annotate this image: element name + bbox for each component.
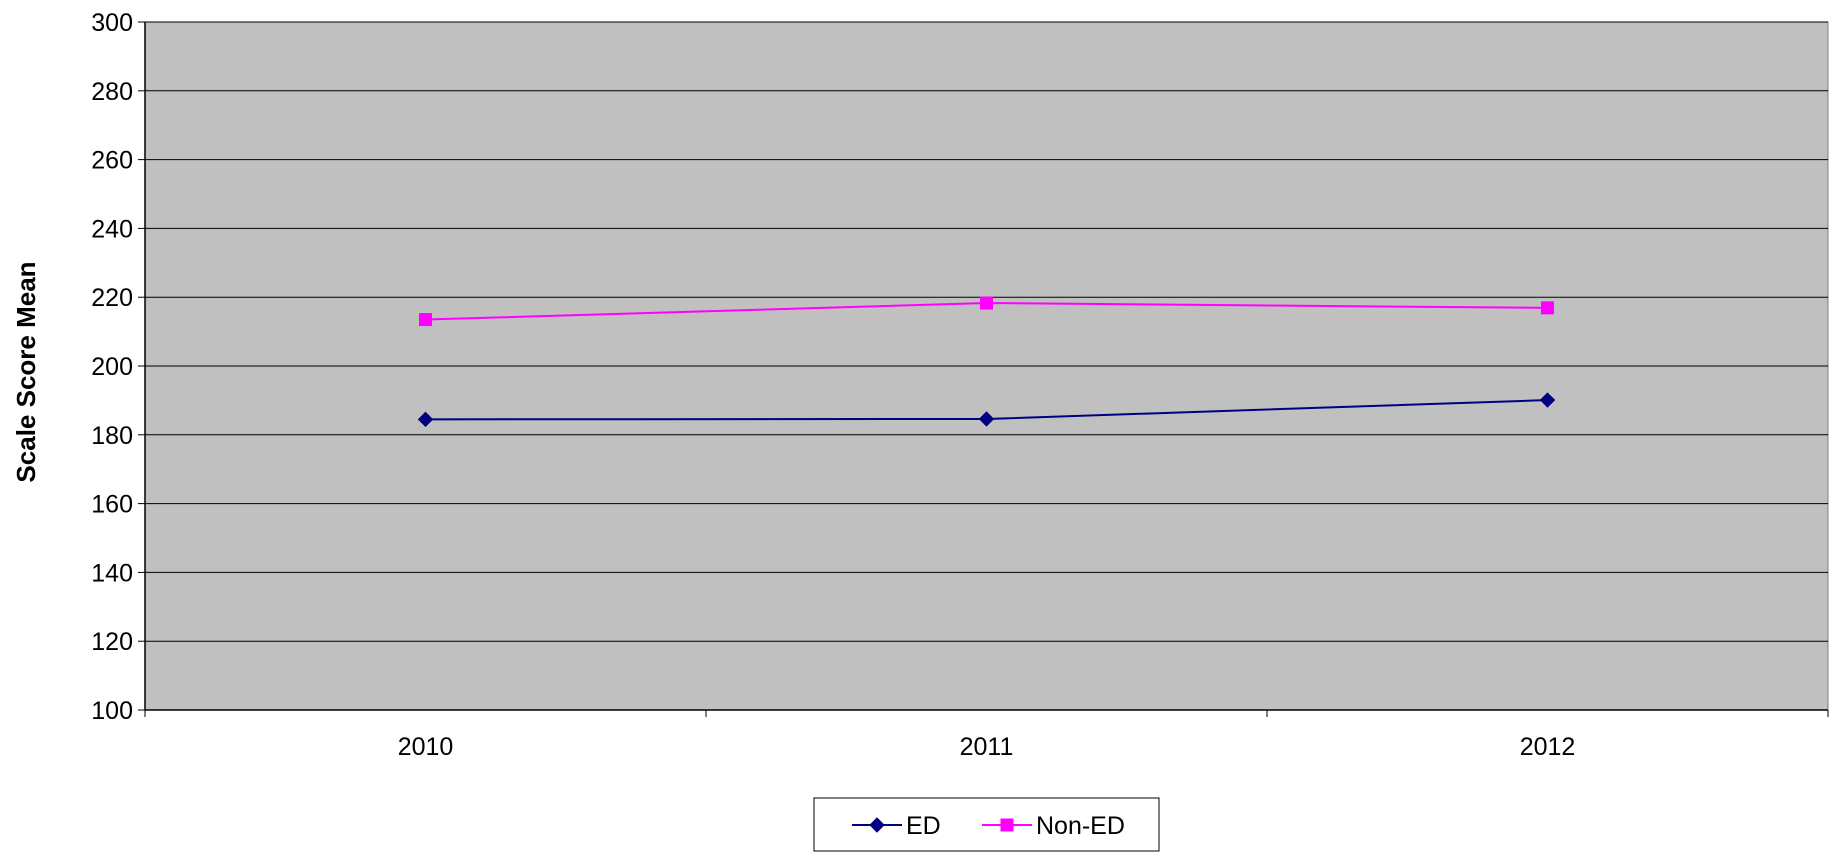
x-tick-label: 2011	[960, 733, 1014, 761]
data-point	[980, 296, 993, 310]
legend-label: ED	[906, 812, 941, 840]
y-axis-title: Scale Score Mean	[11, 261, 41, 482]
y-tick-label: 300	[91, 9, 133, 37]
data-point	[417, 411, 434, 428]
y-tick-label: 280	[91, 78, 133, 106]
y-tick-labels: 100 120 140 160 180 200 220 240 260 280 300	[91, 9, 133, 725]
series-group	[417, 296, 1556, 428]
y-tick-label: 100	[91, 697, 133, 725]
series-non-ed	[419, 296, 1554, 327]
axes	[138, 21, 1829, 717]
y-tick-label: 260	[91, 147, 133, 175]
y-tick-label: 240	[91, 215, 133, 243]
y-tick-label: 160	[91, 491, 133, 519]
y-tick-label: 140	[91, 559, 133, 587]
x-tick-label: 2012	[1520, 733, 1576, 761]
legend-marker	[1000, 818, 1014, 832]
y-tick-label: 200	[91, 353, 133, 381]
data-point	[978, 411, 995, 427]
legend: ED Non-ED	[813, 797, 1160, 852]
data-point	[419, 313, 432, 327]
legend-marker	[869, 817, 885, 833]
x-tick-labels: 2010 2011 2012	[398, 733, 1576, 761]
data-point	[1541, 301, 1554, 315]
x-tick-label: 2010	[398, 733, 454, 761]
y-tick-label: 180	[91, 422, 133, 450]
data-point	[1539, 392, 1556, 408]
gridlines	[145, 21, 1828, 642]
legend-label: Non-ED	[1036, 812, 1125, 840]
series-ed	[417, 392, 1556, 428]
y-tick-label: 220	[91, 284, 133, 312]
y-tick-label: 120	[91, 628, 133, 656]
legend-item: ED	[852, 812, 941, 840]
legend-item: Non-ED	[982, 812, 1125, 840]
